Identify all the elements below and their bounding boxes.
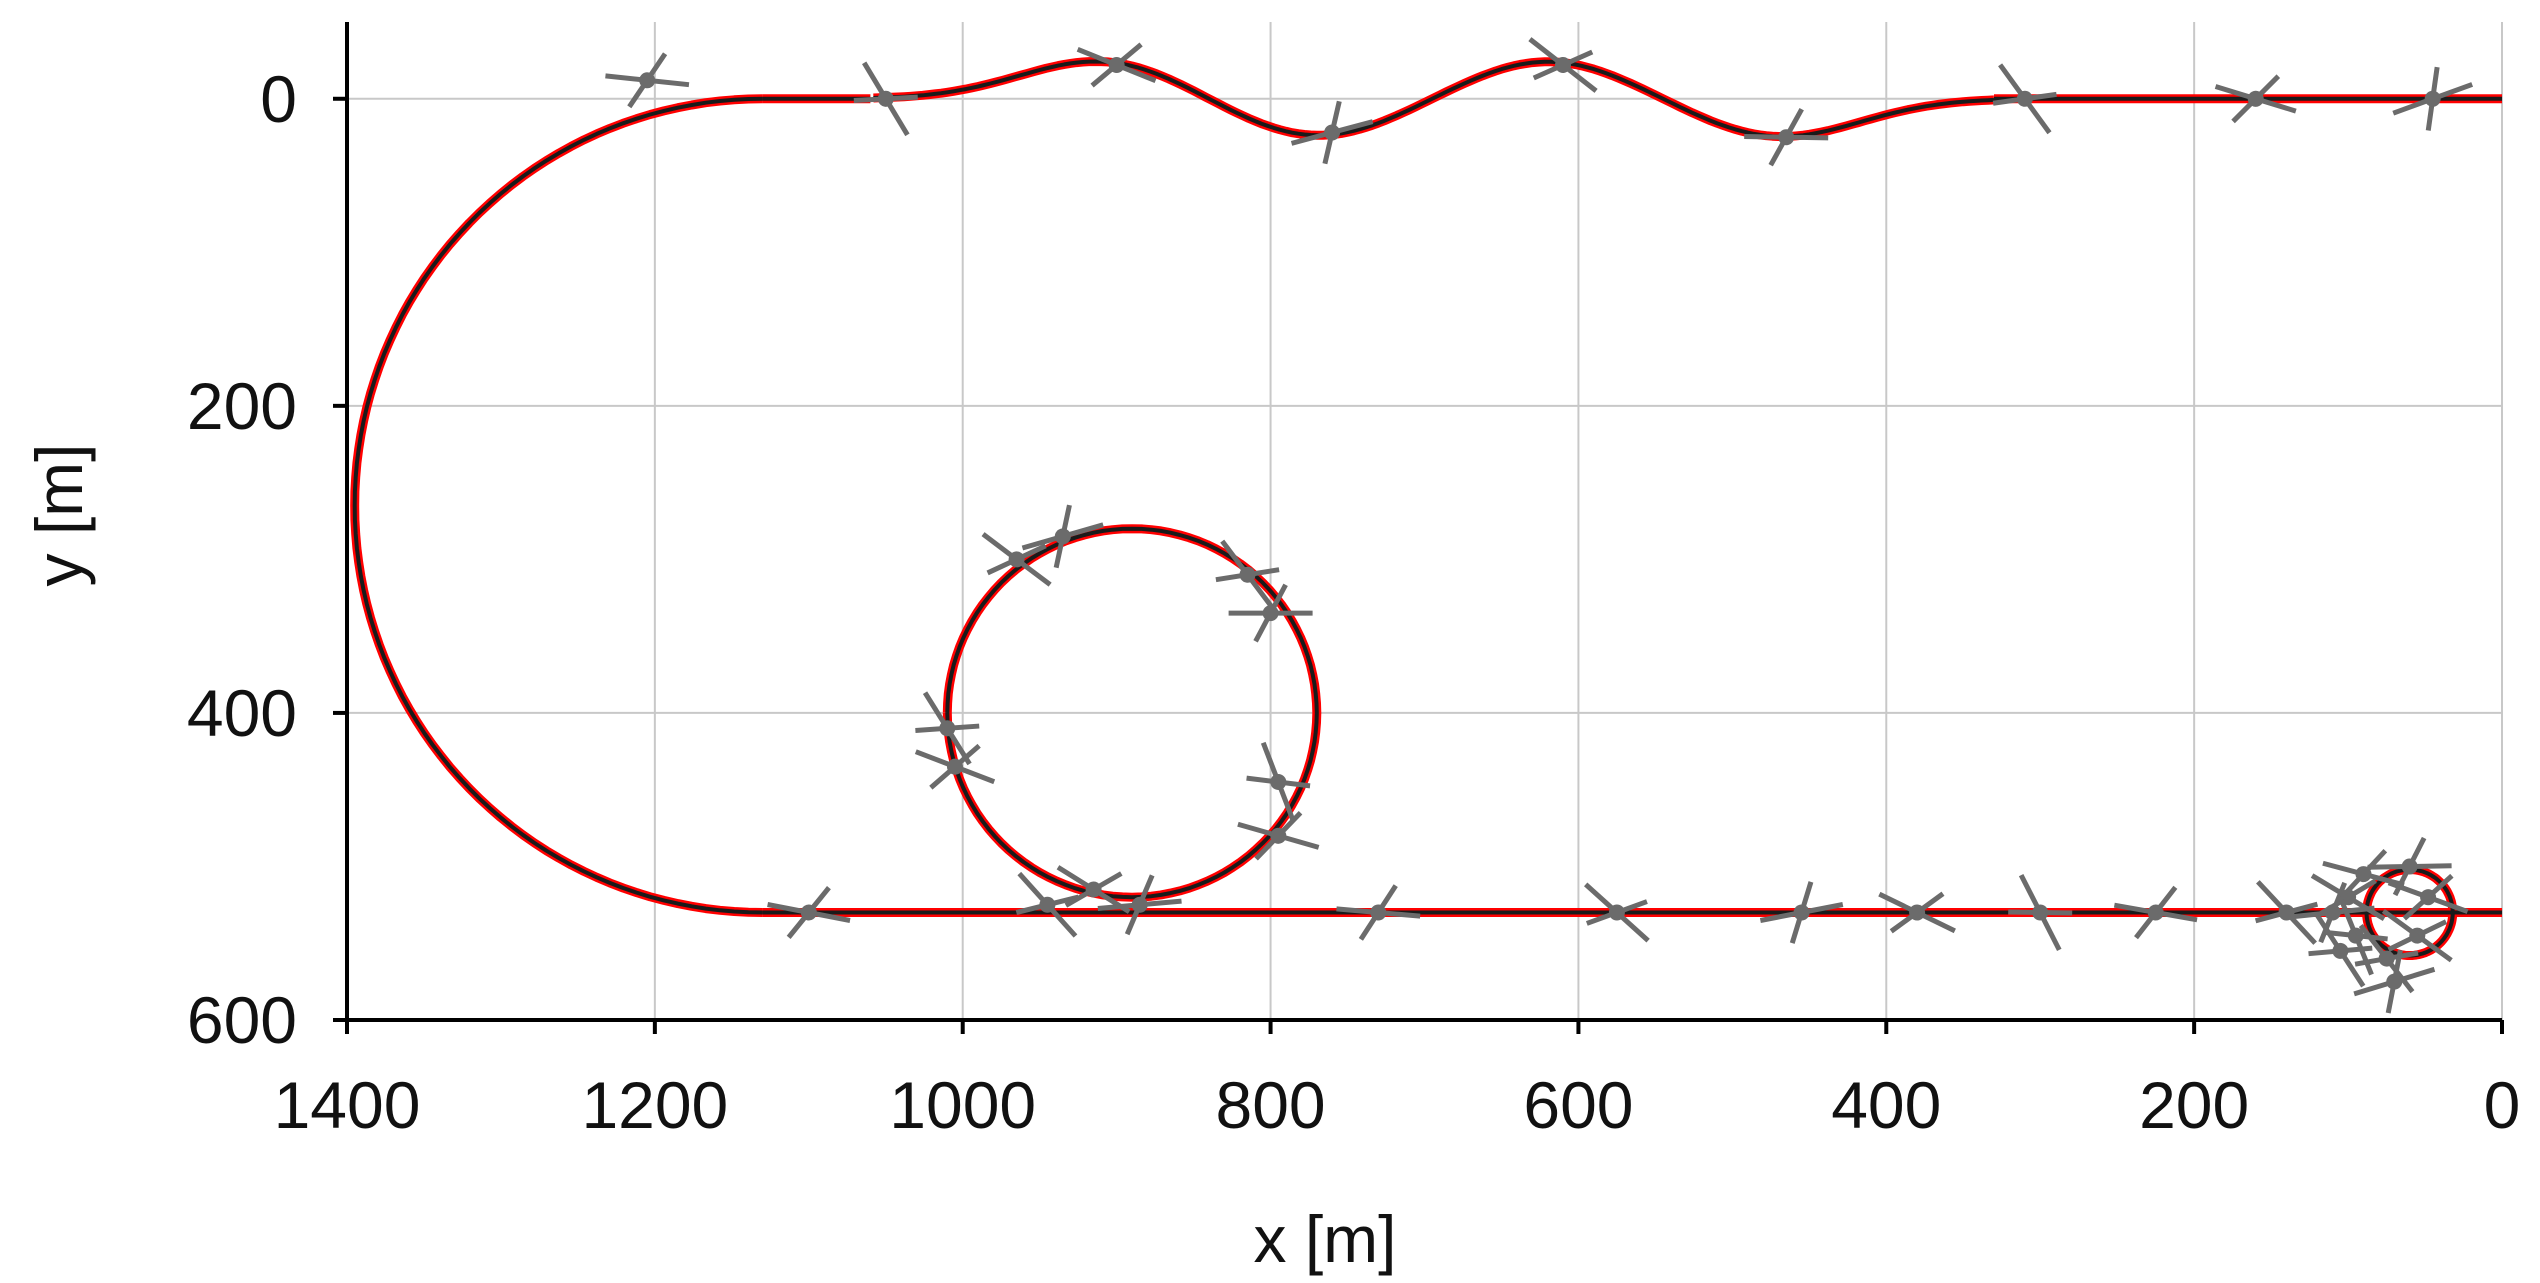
marker-center [2278,904,2295,921]
y-tick-label: 600 [187,983,297,1057]
pose-marker [2308,914,2373,988]
marker-center [2247,90,2264,107]
pose-marker [2214,74,2297,124]
grid-lines [346,22,2503,1021]
marker-center [1270,827,1287,844]
marker-center [1085,881,1102,898]
pose-marker [1056,865,1131,914]
marker-center [2147,904,2164,921]
x-tick-label: 1000 [889,1068,1036,1142]
y-tick-label: 200 [187,369,297,443]
y-tick-label: 400 [187,676,297,750]
pose-marker [981,532,1052,587]
marker-center [800,904,817,921]
marker-center [1239,566,1256,583]
pose-marker [2254,880,2319,945]
marker-center [1793,904,1810,921]
pose-marker [1336,884,1421,941]
pose-markers [605,37,2474,1014]
marker-center [2016,90,2033,107]
marker-center [2332,942,2349,959]
marker-center [939,720,956,737]
pose-marker [1290,100,1374,165]
x-tick-label: 400 [1831,1068,1941,1142]
reference-path-segment [350,94,763,917]
marker-center [877,90,894,107]
marker-center [1608,904,1625,921]
axes [333,22,2504,1034]
estimated-path-segment [945,526,1319,900]
pose-marker [1992,63,2057,135]
pose-marker [2381,908,2453,963]
x-tick-label: 1400 [274,1068,421,1142]
pose-marker [1759,881,1844,944]
marker-center [2424,90,2441,107]
marker-center [2401,858,2418,875]
pose-marker [853,61,918,137]
marker-center [1324,124,1341,141]
marker-center [947,758,963,775]
tick-labels: 1400 1200 1000 800 600 400 200 0 0 200 400 600 [187,62,2520,1142]
marker-center [1778,129,1795,146]
x-tick-label: 800 [1216,1068,1326,1142]
pose-marker [2113,885,2198,940]
trajectory-paths [350,57,2502,960]
pose-marker [605,52,690,109]
x-tick-label: 0 [2484,1068,2521,1142]
y-axis-label: y [m] [22,444,96,587]
pose-marker [1215,539,1280,610]
marker-center [2378,950,2395,967]
y-tick-label: 0 [260,62,297,136]
pose-marker [1015,871,1080,938]
pose-marker [2353,949,2436,1014]
pose-marker [1246,741,1311,823]
pose-marker [1878,891,1956,934]
marker-center [1909,904,1926,921]
pose-marker [1584,882,1650,943]
marker-center [2386,973,2403,990]
marker-center [2409,927,2426,944]
marker-center [1108,57,1125,73]
marker-center [1008,551,1025,568]
pose-marker [2392,66,2474,131]
pose-marker [1228,583,1313,643]
marker-center [1054,528,1071,545]
pose-marker [2008,873,2073,952]
pose-marker [2387,873,2469,921]
marker-center [1039,896,1056,913]
pose-marker [1021,504,1104,569]
pose-marker [1528,37,1598,93]
pose-marker [915,691,980,766]
pose-marker [914,743,996,790]
pose-marker [767,886,851,939]
x-tick-label: 600 [1523,1068,1633,1142]
x-tick-label: 1200 [581,1068,728,1142]
estimated-path-segment [2364,867,2455,958]
pose-marker [1237,811,1320,861]
marker-center [2347,927,2364,944]
marker-center [1270,774,1287,790]
pose-marker [1076,42,1157,88]
marker-center [1370,904,1387,921]
marker-center [1131,896,1148,913]
pose-marker [1097,874,1182,936]
marker-center [2420,889,2437,906]
marker-center [2032,904,2049,921]
estimated-path-segment [873,59,1995,139]
pose-marker [1744,108,1829,167]
marker-center [639,72,656,89]
marker-center [1555,57,1571,73]
marker-center [2355,866,2372,883]
marker-center [1262,605,1279,622]
pose-marker [2367,836,2452,897]
x-tick-label: 200 [2139,1068,2249,1142]
estimated-path-segment [352,96,763,915]
x-axis-label: x [m] [1254,1202,1397,1276]
